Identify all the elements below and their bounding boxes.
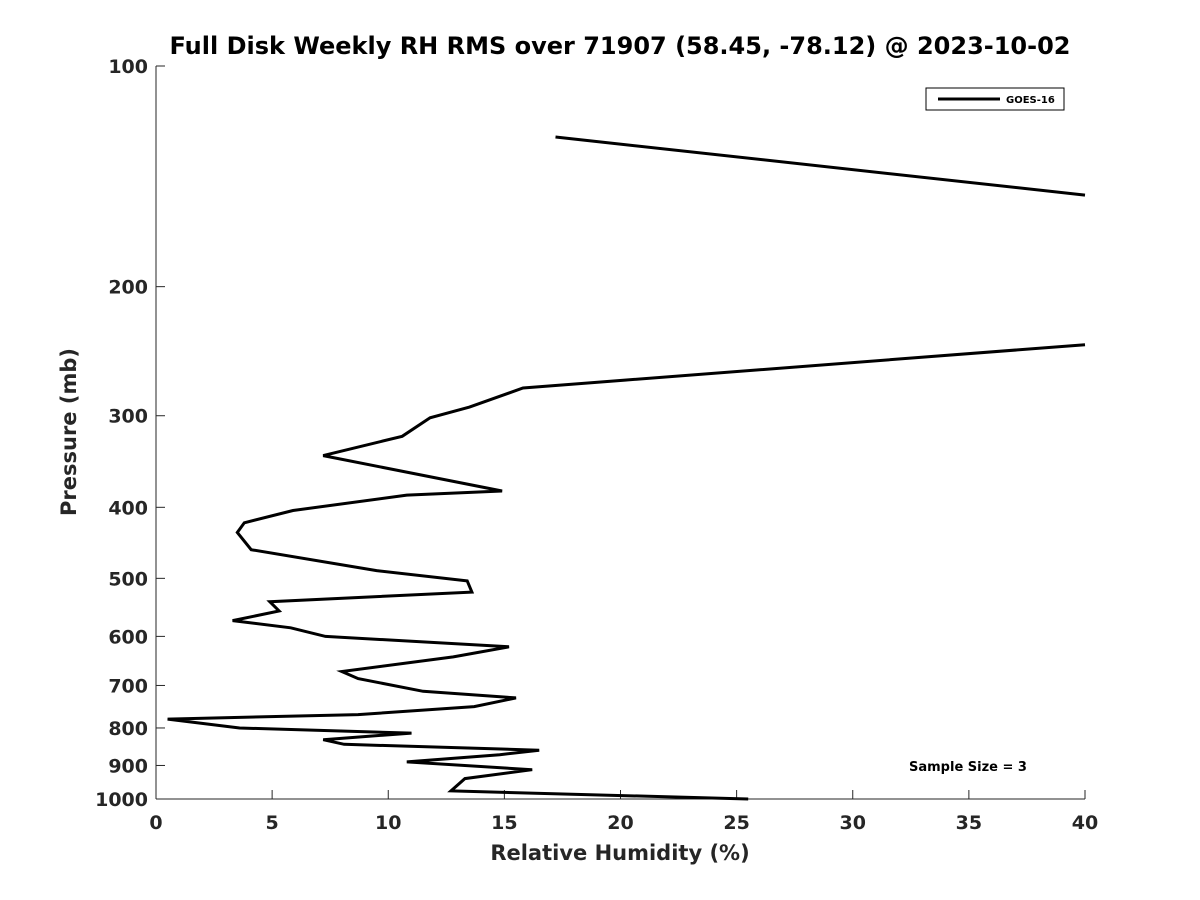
y-tick-label: 100 [108,56,148,78]
y-tick-label: 200 [108,277,148,299]
y-tick-label: 700 [108,675,148,697]
y-axis-label: Pressure (mb) [57,348,81,516]
x-tick-label: 25 [723,812,749,834]
x-tick-label: 0 [149,812,162,834]
legend: GOES-16 [925,87,1065,111]
x-tick-label: 15 [491,812,517,834]
y-tick-label: 400 [108,497,148,519]
series-line [555,135,1086,197]
x-axis-label: Relative Humidity (%) [490,841,749,865]
y-tick-label: 500 [108,568,148,590]
y-tick-label: 800 [108,718,148,740]
series-layer [167,135,1086,801]
x-tick-label: 5 [266,812,279,834]
y-tick-label: 1000 [95,789,148,811]
x-tick-label: 10 [375,812,401,834]
sample-size-annotation: Sample Size = 3 [909,760,1027,775]
x-tick-label: 40 [1072,812,1098,834]
y-tick-label: 600 [108,626,148,648]
y-tick-label: 300 [108,406,148,428]
series-line [167,343,1086,801]
x-tick-label: 35 [956,812,982,834]
x-tick-label: 20 [607,812,633,834]
y-tick-label: 900 [108,755,148,777]
axes: 0 5 10 15 20 25 30 35 40 100 200 300 400 500 600 700 800… [95,56,1098,834]
x-tick-label: 30 [840,812,866,834]
chart-title: Full Disk Weekly RH RMS over 71907 (58.4… [169,32,1070,60]
legend-label: GOES-16 [1006,95,1055,106]
